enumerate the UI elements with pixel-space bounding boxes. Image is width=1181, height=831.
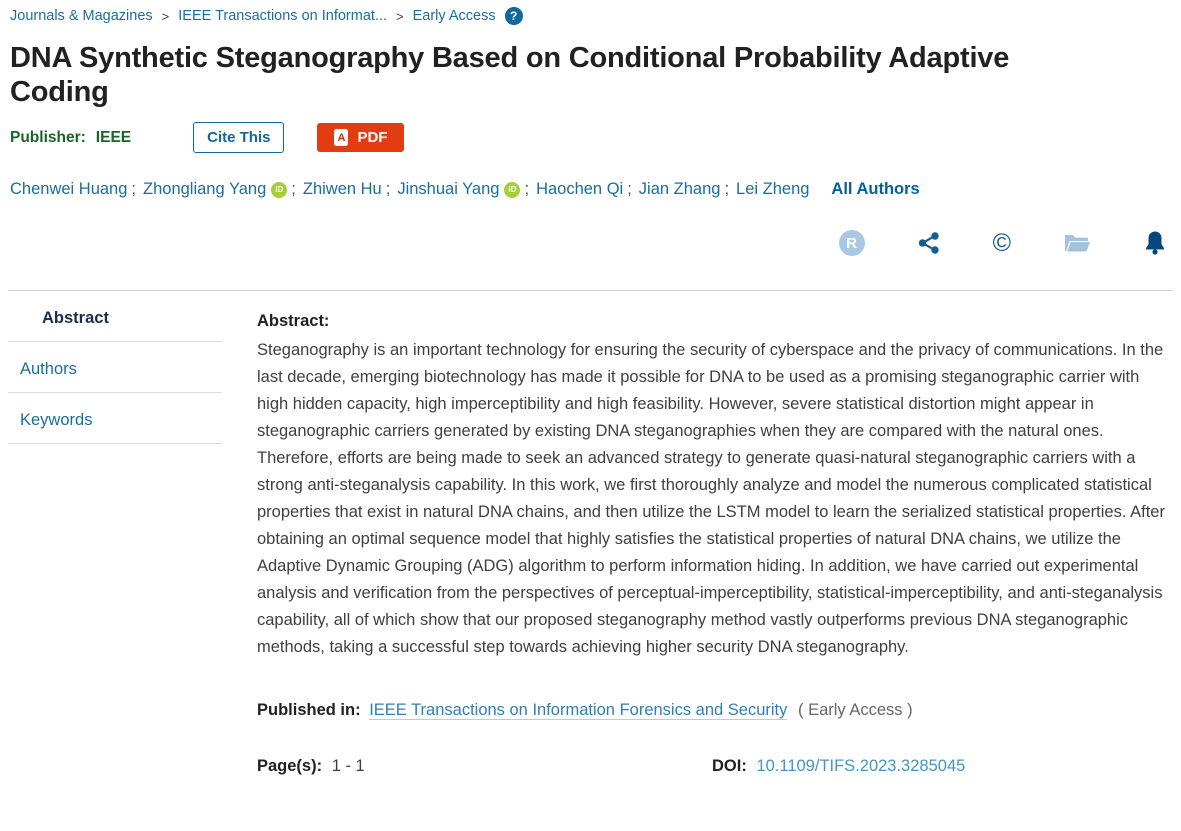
authors-row: Chenwei Huang ; Zhongliang Yang iD ; Zhi… xyxy=(10,180,1181,199)
sidebar-item-authors[interactable]: Authors xyxy=(8,342,222,393)
copyright-icon: © xyxy=(992,228,1011,257)
pdf-button-label: PDF xyxy=(357,129,388,146)
publisher-name: IEEE xyxy=(95,128,132,146)
breadcrumb-separator: > xyxy=(161,8,170,24)
pages-label: Page(s): xyxy=(257,757,323,775)
rights-button[interactable]: R xyxy=(838,230,865,256)
save-to-folder-button[interactable] xyxy=(1063,231,1091,255)
article-main: Abstract: Steganography is an important … xyxy=(257,291,1165,776)
author-separator: ; xyxy=(627,180,632,198)
author-link[interactable]: Haochen Qi xyxy=(536,180,624,198)
published-in-row: Published in: IEEE Transactions on Infor… xyxy=(257,701,1165,720)
author-separator: ; xyxy=(724,180,730,198)
orcid-icon[interactable]: iD xyxy=(504,181,521,198)
pages-value: 1 - 1 xyxy=(331,757,365,775)
author-link[interactable]: Chenwei Huang xyxy=(10,180,128,198)
author-link[interactable]: Lei Zheng xyxy=(736,180,810,198)
breadcrumb-separator: > xyxy=(396,8,404,24)
page-title: DNA Synthetic Steganography Based on Con… xyxy=(10,42,1010,108)
bell-icon xyxy=(1146,231,1164,255)
article-toolbar: R © xyxy=(0,229,1167,257)
author-link[interactable]: Zhiwen Hu xyxy=(302,180,382,198)
doi-field: DOI: 10.1109/TIFS.2023.3285045 xyxy=(712,757,965,776)
early-access-note: ( Early Access ) xyxy=(797,701,913,719)
breadcrumb-journals-magazines[interactable]: Journals & Magazines xyxy=(10,8,153,24)
journal-link[interactable]: IEEE Transactions on Information Forensi… xyxy=(369,701,788,720)
doi-label: DOI: xyxy=(712,757,747,775)
orcid-icon[interactable]: iD xyxy=(271,181,288,198)
pages-field: Page(s): 1 - 1 xyxy=(257,757,712,776)
pdf-button[interactable]: A PDF xyxy=(317,123,405,152)
all-authors-link[interactable]: All Authors xyxy=(831,180,920,198)
content-area: Abstract Authors Keywords Abstract: Steg… xyxy=(0,291,1181,776)
article-sidebar: Abstract Authors Keywords xyxy=(8,291,222,776)
breadcrumb-journal[interactable]: IEEE Transactions on Informat... xyxy=(178,8,388,24)
folder-icon xyxy=(1065,235,1090,252)
author-separator: ; xyxy=(524,180,530,198)
help-icon[interactable]: ? xyxy=(504,7,523,25)
pdf-file-icon: A xyxy=(334,129,349,146)
article-meta-row: Page(s): 1 - 1 DOI: 10.1109/TIFS.2023.32… xyxy=(257,757,1165,776)
share-icon xyxy=(918,232,939,254)
cite-this-button[interactable]: Cite This xyxy=(193,122,285,153)
author-link[interactable]: Zhongliang Yang xyxy=(143,180,267,198)
breadcrumb-early-access[interactable]: Early Access xyxy=(412,8,496,24)
author-link[interactable]: Jinshuai Yang xyxy=(397,180,500,198)
rights-icon: R xyxy=(838,230,865,256)
author-separator: ; xyxy=(385,180,391,198)
doi-link[interactable]: 10.1109/TIFS.2023.3285045 xyxy=(756,757,966,775)
author-separator: ; xyxy=(291,180,296,198)
author-link[interactable]: Jian Zhang xyxy=(638,180,721,198)
abstract-heading: Abstract: xyxy=(257,312,330,330)
breadcrumb: Journals & Magazines > IEEE Transactions… xyxy=(0,0,1181,25)
copyright-button[interactable]: © xyxy=(992,228,1011,257)
author-separator: ; xyxy=(131,180,137,198)
alerts-button[interactable] xyxy=(1143,230,1167,256)
sidebar-item-keywords[interactable]: Keywords xyxy=(8,393,222,444)
sidebar-item-abstract[interactable]: Abstract xyxy=(8,291,222,342)
publisher-label: Publisher: xyxy=(10,128,86,146)
content-divider xyxy=(8,290,1173,291)
publisher-row: Publisher: IEEE Cite This A PDF xyxy=(10,122,1181,153)
abstract-text: Steganography is an important technology… xyxy=(257,341,1165,656)
published-in-label: Published in: xyxy=(257,701,361,719)
share-button[interactable] xyxy=(917,231,941,255)
